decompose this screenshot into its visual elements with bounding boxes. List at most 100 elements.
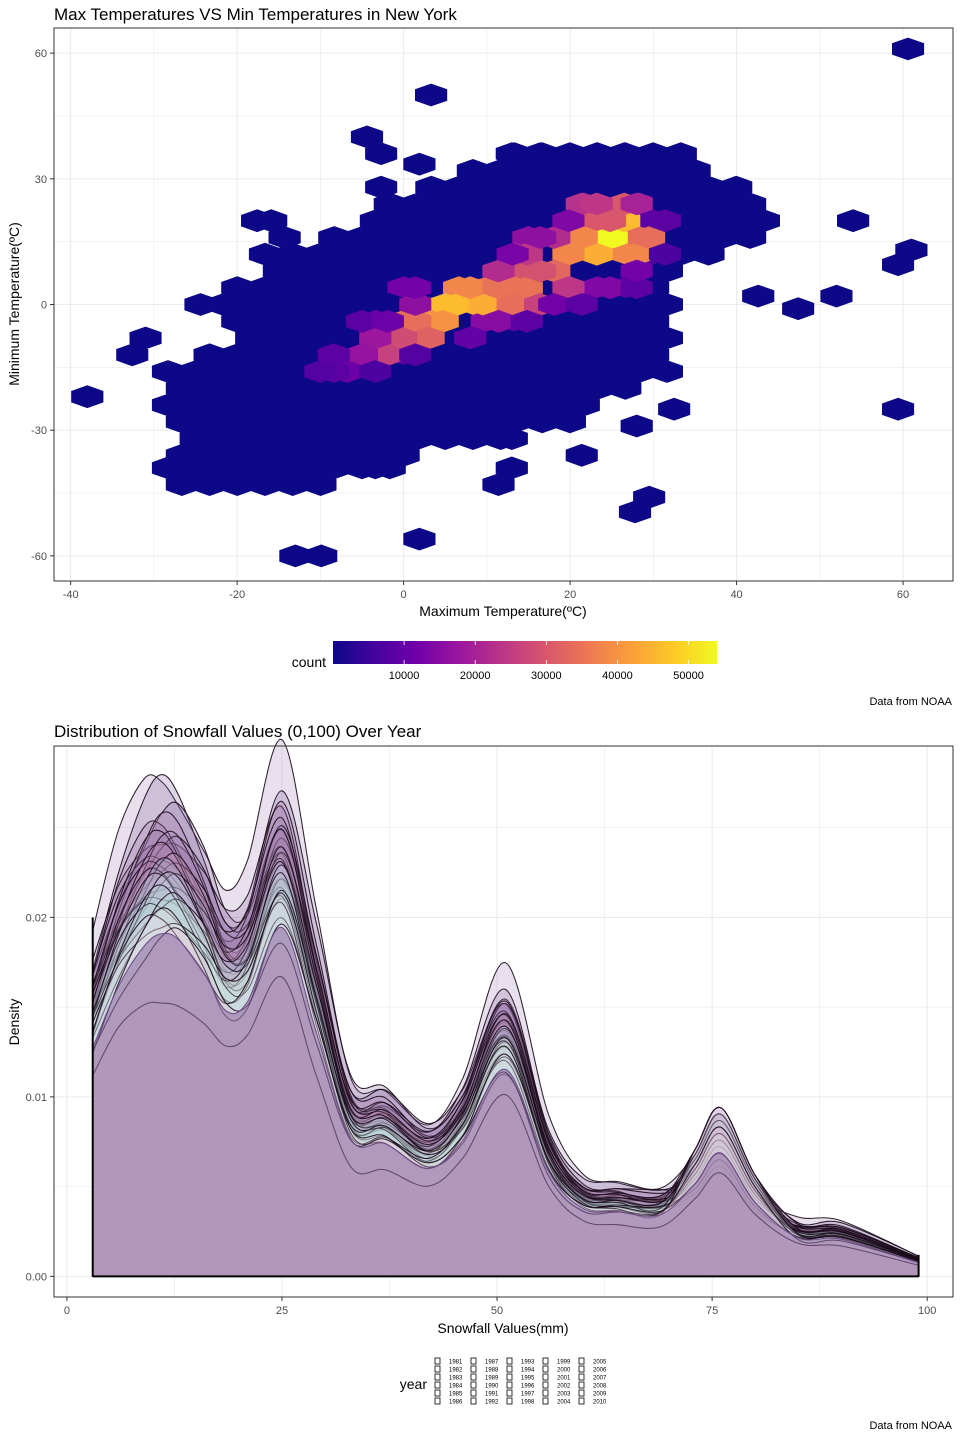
density-legend-key — [434, 1381, 441, 1389]
hexbin-cell — [484, 226, 517, 249]
hexbin-cell — [664, 142, 697, 166]
hexbin-cell — [648, 242, 682, 266]
hexbin-cell — [609, 343, 642, 367]
hexbin-cell — [373, 427, 406, 450]
hexbin-cell — [248, 376, 282, 400]
hexbin-y-tick-label: -30 — [31, 425, 47, 437]
hexbin-cell — [553, 309, 586, 333]
hexbin-cell — [403, 527, 436, 551]
density-x-tick-label: 50 — [491, 1305, 503, 1317]
hexbin-cell — [248, 309, 282, 333]
hexbin-cell — [496, 293, 529, 316]
hexbin-cell — [290, 259, 323, 283]
hexbin-cell — [415, 175, 448, 199]
density-legend-key — [470, 1365, 477, 1373]
hexbin-cell — [179, 393, 212, 417]
hexbin-cell — [567, 393, 600, 417]
hexbin-cell — [429, 192, 462, 216]
hexbin-cell — [720, 209, 753, 233]
hexbin-cell — [594, 276, 627, 300]
hexbin-cell — [387, 410, 420, 434]
hexbin-legend-tick-label: 20000 — [460, 670, 491, 682]
hexbin-cell — [609, 309, 642, 333]
hexbin-cell — [456, 393, 489, 417]
density-legend-key — [542, 1381, 549, 1389]
hexbin-cell — [401, 393, 434, 417]
hexbin-cell — [580, 242, 613, 266]
hexbin-cell — [692, 242, 725, 266]
hexbin-cell — [129, 326, 162, 350]
density-legend-key — [470, 1389, 477, 1397]
hexbin-legend-ticks: 10000 20000 30000 40000 50000 — [389, 641, 704, 682]
hexbin-cell — [399, 343, 432, 367]
hexbin-cell — [623, 159, 656, 182]
hexbin-cell — [747, 209, 780, 233]
hexbin-cell — [595, 259, 628, 283]
hexbin-cell — [742, 284, 775, 308]
density-x-axis-label: Snowfall Values(mm) — [437, 1320, 568, 1336]
hexbin-cell — [276, 343, 309, 367]
hexbin-cell — [151, 456, 185, 480]
density-base-fill — [92, 926, 920, 1277]
hexbin-cell — [317, 343, 350, 367]
hexbin-legend-tick-label: 10000 — [389, 670, 420, 682]
hexbin-cell — [318, 226, 351, 249]
hexbin-cell — [248, 473, 282, 496]
hexbin-x-tick-label: 60 — [897, 589, 909, 601]
hexbin-cell — [782, 297, 815, 321]
hexbin-cell — [565, 443, 598, 467]
hexbin-cell — [235, 456, 268, 480]
hexbin-cell — [415, 83, 448, 107]
hexbin-cell — [512, 159, 545, 182]
hexbin-cell — [595, 159, 628, 182]
density-legend-label: 2005 — [593, 1360, 607, 1366]
hexbin-cell — [415, 376, 448, 400]
density-legend-label: 1983 — [449, 1376, 463, 1382]
hexbin-cell — [387, 376, 420, 400]
hexbin-cell — [498, 175, 531, 199]
hexbin-cell — [594, 209, 627, 233]
density-chart: Distribution of Snowfall Values (0,100) … — [6, 722, 954, 1432]
hexbin-cell — [373, 393, 406, 417]
hexbin-cell — [650, 360, 683, 383]
density-x-ticks: 0 25 50 75 100 — [64, 1297, 936, 1317]
hexbin-cell — [346, 427, 379, 450]
hexbin-cell — [373, 259, 406, 283]
density-legend-label: 1985 — [449, 1392, 463, 1398]
hexbin-chart: Max Temperatures VS Min Temperatures in … — [6, 5, 954, 708]
hexbin-cell — [151, 360, 185, 383]
hexbin-y-ticks: -60 -30 0 30 60 — [31, 48, 54, 563]
hexbin-cell — [470, 242, 503, 266]
density-y-tick-label: 0.02 — [26, 912, 47, 924]
hexbin-cell — [443, 376, 476, 400]
hexbin-cell — [595, 326, 628, 350]
density-legend-label: 2000 — [557, 1368, 571, 1374]
density-legend-key — [578, 1365, 585, 1373]
hexbin-cell — [193, 376, 226, 400]
hexbin-cell — [512, 360, 545, 383]
hexbin-cells — [71, 37, 928, 568]
hexbin-cell — [262, 293, 295, 316]
hexbin-cell — [456, 192, 489, 216]
density-legend-key — [434, 1357, 441, 1365]
hexbin-cell — [332, 376, 365, 400]
hexbin-cell — [371, 309, 404, 333]
hexbin-cell — [526, 175, 559, 199]
hexbin-cell — [658, 397, 691, 421]
density-legend-label: 1998 — [521, 1400, 535, 1406]
hexbin-cell — [454, 326, 487, 350]
hexbin-cell — [565, 226, 598, 249]
hexbin-cell — [482, 276, 515, 300]
hexbin-cell — [365, 175, 398, 199]
density-legend: year 19811982198319841985198619871988198… — [400, 1357, 607, 1406]
hexbin-cell — [540, 360, 573, 383]
hexbin-cell — [512, 192, 545, 216]
density-legend-label: 1986 — [449, 1400, 463, 1406]
hexbin-cell — [279, 544, 312, 568]
hexbin-cell — [882, 253, 915, 277]
hexbin-cell — [221, 276, 254, 300]
hexbin-cell — [470, 175, 503, 199]
hexbin-cell — [620, 192, 653, 216]
hexbin-cell — [637, 343, 670, 367]
hexbin-cell — [304, 360, 337, 383]
